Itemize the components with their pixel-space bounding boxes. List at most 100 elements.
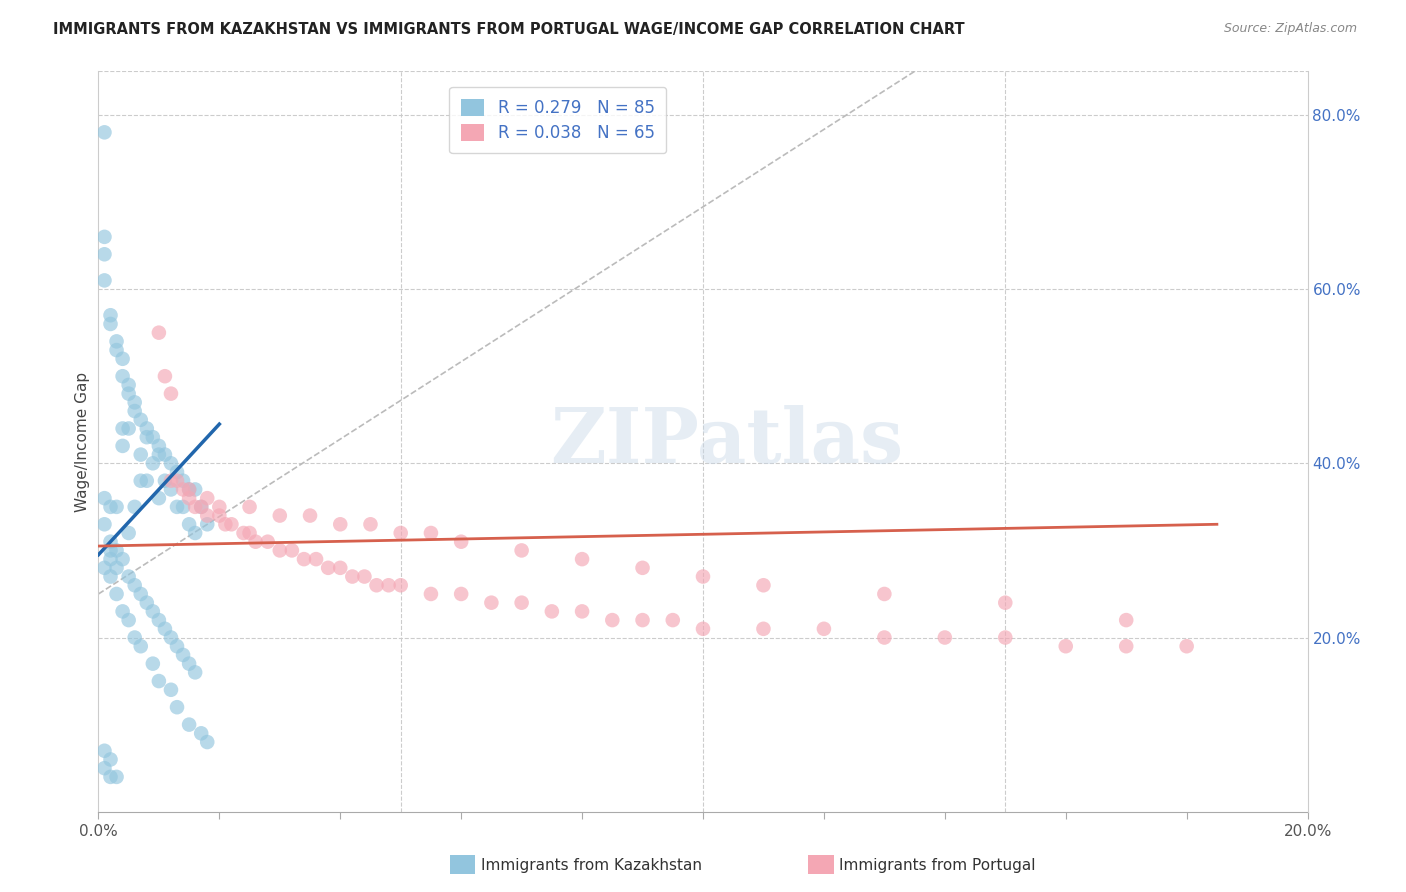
Point bbox=[124, 395, 146, 409]
Point bbox=[190, 726, 212, 740]
Point bbox=[195, 491, 218, 505]
Point bbox=[135, 430, 157, 444]
Point bbox=[239, 526, 262, 541]
Point bbox=[571, 552, 593, 566]
Point bbox=[752, 622, 775, 636]
Point bbox=[142, 657, 165, 671]
Point bbox=[269, 508, 291, 523]
Point bbox=[135, 596, 157, 610]
Point bbox=[105, 770, 128, 784]
Point bbox=[299, 508, 322, 523]
Point bbox=[221, 517, 243, 532]
Point bbox=[100, 752, 122, 766]
Point bbox=[100, 569, 122, 583]
Point bbox=[934, 631, 956, 645]
Point bbox=[124, 404, 146, 418]
Point bbox=[602, 613, 624, 627]
Point bbox=[93, 230, 115, 244]
Point bbox=[166, 465, 188, 479]
Text: Immigrants from Portugal: Immigrants from Portugal bbox=[839, 858, 1036, 872]
Point bbox=[692, 622, 714, 636]
Point bbox=[873, 587, 896, 601]
Point bbox=[118, 386, 141, 401]
Point bbox=[179, 483, 201, 497]
Point bbox=[100, 500, 122, 514]
Point bbox=[269, 543, 291, 558]
Point bbox=[129, 587, 152, 601]
Point bbox=[100, 770, 122, 784]
Point bbox=[195, 517, 218, 532]
Point bbox=[873, 631, 896, 645]
Point bbox=[105, 543, 128, 558]
Point bbox=[661, 613, 683, 627]
Text: Immigrants from Kazakhstan: Immigrants from Kazakhstan bbox=[481, 858, 702, 872]
Point bbox=[118, 526, 141, 541]
Point bbox=[631, 613, 654, 627]
Point bbox=[129, 474, 152, 488]
Point bbox=[148, 613, 170, 627]
Point bbox=[124, 631, 146, 645]
Point bbox=[994, 596, 1017, 610]
Point bbox=[100, 543, 122, 558]
Point bbox=[184, 483, 207, 497]
Text: IMMIGRANTS FROM KAZAKHSTAN VS IMMIGRANTS FROM PORTUGAL WAGE/INCOME GAP CORRELATI: IMMIGRANTS FROM KAZAKHSTAN VS IMMIGRANTS… bbox=[53, 22, 965, 37]
Point bbox=[160, 483, 183, 497]
Legend: R = 0.279   N = 85, R = 0.038   N = 65: R = 0.279 N = 85, R = 0.038 N = 65 bbox=[450, 87, 666, 153]
Point bbox=[1115, 613, 1137, 627]
Point bbox=[148, 439, 170, 453]
Point bbox=[135, 421, 157, 435]
Point bbox=[208, 508, 231, 523]
Point bbox=[208, 500, 231, 514]
Point bbox=[179, 491, 201, 505]
Text: ZIPatlas: ZIPatlas bbox=[551, 405, 904, 478]
Point bbox=[93, 744, 115, 758]
Point bbox=[100, 308, 122, 322]
Point bbox=[353, 569, 375, 583]
Point bbox=[166, 474, 188, 488]
Point bbox=[389, 578, 412, 592]
Point bbox=[172, 483, 194, 497]
Point bbox=[184, 526, 207, 541]
Point bbox=[153, 622, 176, 636]
Point bbox=[510, 596, 533, 610]
Text: Source: ZipAtlas.com: Source: ZipAtlas.com bbox=[1223, 22, 1357, 36]
Point bbox=[148, 448, 170, 462]
Point bbox=[100, 534, 122, 549]
Point bbox=[166, 639, 188, 653]
Point bbox=[160, 386, 183, 401]
Point bbox=[232, 526, 254, 541]
Point bbox=[93, 125, 115, 139]
Point bbox=[281, 543, 304, 558]
Point bbox=[813, 622, 835, 636]
Point bbox=[1175, 639, 1198, 653]
Point bbox=[100, 552, 122, 566]
Point bbox=[360, 517, 382, 532]
Point bbox=[93, 561, 115, 575]
Point bbox=[752, 578, 775, 592]
Point bbox=[105, 500, 128, 514]
Point bbox=[93, 491, 115, 505]
Point bbox=[316, 561, 339, 575]
Point bbox=[148, 674, 170, 689]
Point bbox=[111, 351, 134, 366]
Point bbox=[172, 500, 194, 514]
Point bbox=[172, 474, 194, 488]
Point bbox=[450, 587, 472, 601]
Point bbox=[118, 378, 141, 392]
Point bbox=[105, 561, 128, 575]
Point bbox=[129, 413, 152, 427]
Point bbox=[93, 517, 115, 532]
Point bbox=[184, 500, 207, 514]
Point bbox=[142, 456, 165, 470]
Point bbox=[540, 604, 562, 618]
Point bbox=[329, 517, 352, 532]
Point bbox=[111, 421, 134, 435]
Point bbox=[184, 665, 207, 680]
Point bbox=[510, 543, 533, 558]
Point bbox=[111, 552, 134, 566]
Point bbox=[420, 587, 443, 601]
Point bbox=[129, 639, 152, 653]
Point bbox=[305, 552, 328, 566]
Point bbox=[105, 334, 128, 349]
Point bbox=[153, 369, 176, 384]
